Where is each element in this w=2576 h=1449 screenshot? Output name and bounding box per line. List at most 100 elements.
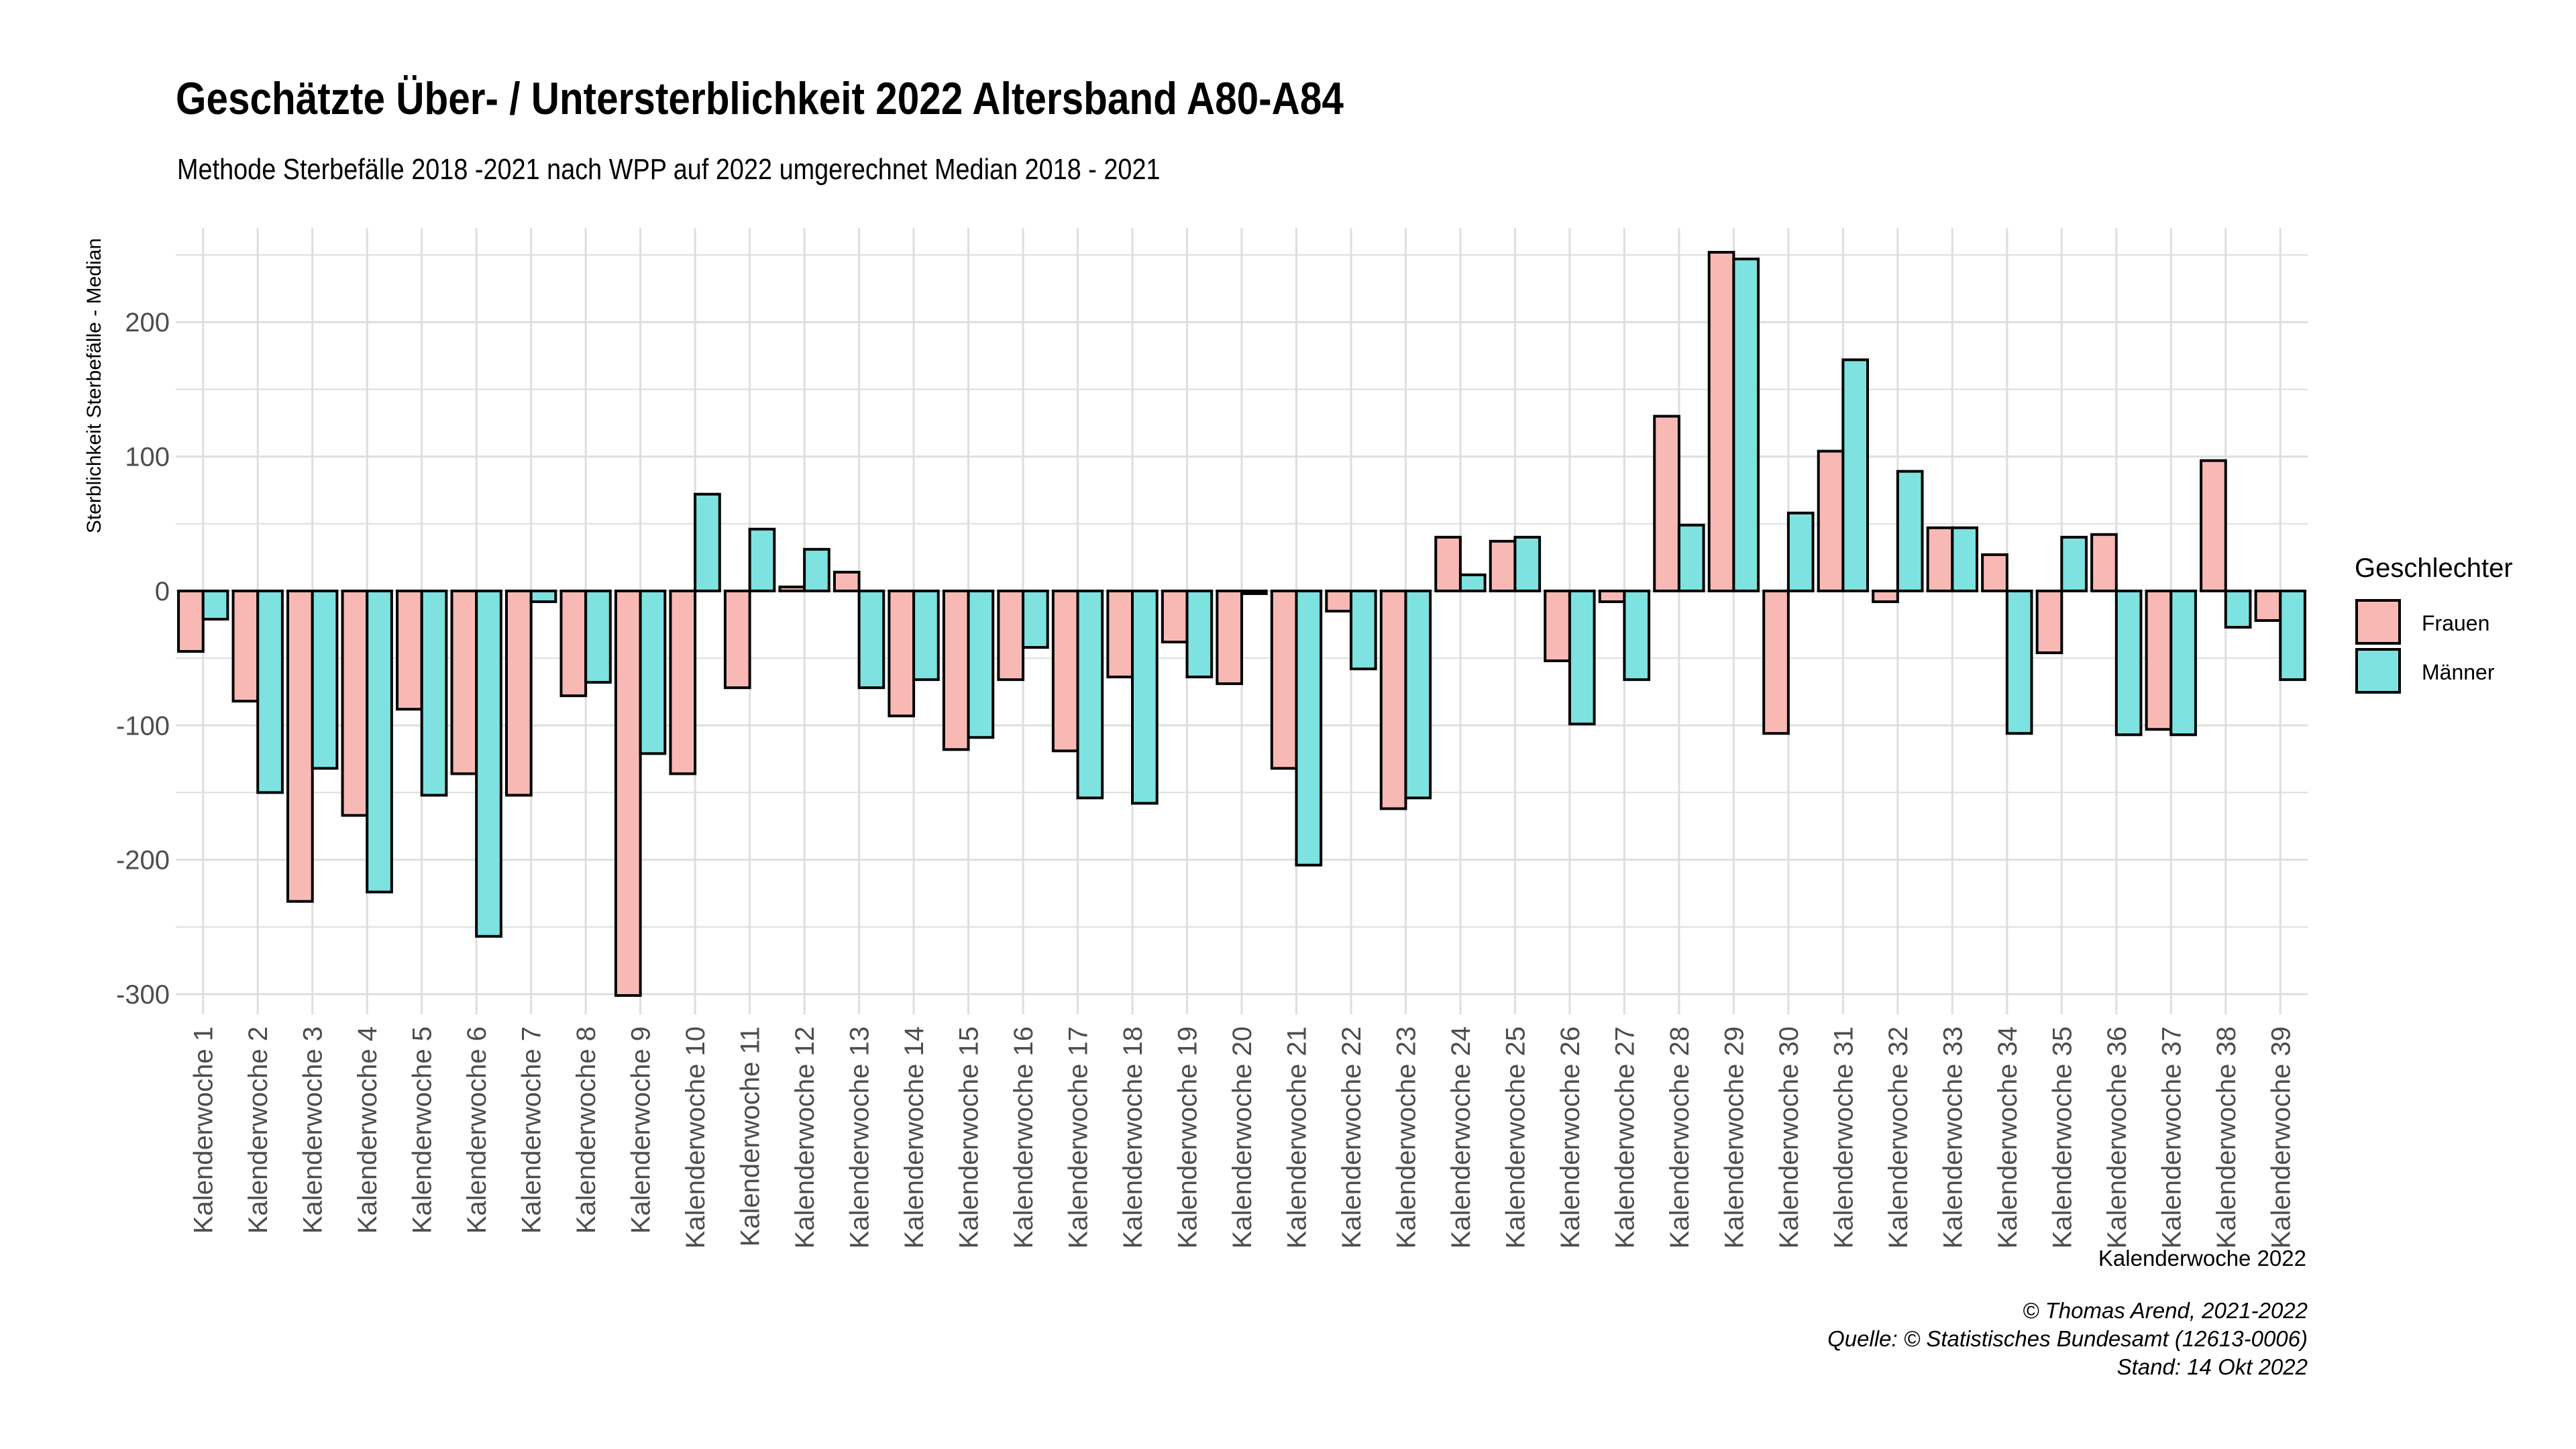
x-tick-label: Kalenderwoche 33 (1938, 1026, 1968, 1248)
bar-maenner (912, 589, 940, 682)
x-tick-label: Kalenderwoche 6 (462, 1026, 492, 1234)
bar-maenner (857, 589, 885, 690)
bar-frauen (286, 589, 314, 903)
bar-frauen (2090, 533, 2118, 592)
legend: Geschlechter Frauen Männer (2355, 553, 2513, 694)
x-tick-label: Kalenderwoche 19 (1173, 1026, 1203, 1248)
bar-frauen (1489, 539, 1517, 592)
x-tick-label: Kalenderwoche 29 (1719, 1026, 1749, 1248)
bar-maenner (1022, 589, 1049, 649)
y-tick-label: -300 (116, 980, 170, 1010)
bar-frauen (997, 589, 1025, 682)
bar-frauen (1434, 535, 1462, 592)
x-tick-label: Kalenderwoche 27 (1610, 1026, 1640, 1248)
legend-key-frauen (2355, 599, 2401, 645)
y-tick-label: 200 (125, 308, 170, 337)
bar-maenner (639, 589, 667, 755)
bar-maenner (475, 589, 502, 938)
bar-maenner (2114, 589, 2143, 737)
bar-frauen (1872, 589, 1899, 603)
bar-frauen (1161, 589, 1189, 644)
legend-label-frauen: Frauen (2422, 611, 2489, 635)
bar-maenner (1568, 589, 1596, 726)
x-tick-label: Kalenderwoche 34 (1993, 1026, 2023, 1248)
x-tick-label: Kalenderwoche 10 (681, 1026, 710, 1248)
x-tick-label: Kalenderwoche 14 (900, 1026, 929, 1248)
bar-maenner (1786, 511, 1815, 592)
bar-maenner (529, 589, 557, 603)
x-tick-label: Kalenderwoche 28 (1665, 1026, 1695, 1248)
bar-maenner (1349, 589, 1377, 671)
bar-frauen (1762, 589, 1790, 735)
x-tick-label: Kalenderwoche 38 (2212, 1026, 2241, 1248)
x-tick-label: Kalenderwoche 11 (736, 1026, 765, 1246)
x-tick-label: Kalenderwoche 30 (1774, 1026, 1804, 1248)
bar-maenner (2060, 535, 2088, 592)
bar-maenner (2005, 589, 2033, 735)
bar-maenner (1732, 258, 1760, 592)
x-tick-label: Kalenderwoche 7 (517, 1026, 547, 1234)
bar-maenner (1185, 589, 1214, 679)
bar-maenner (1131, 589, 1159, 805)
bar-maenner (1404, 589, 1432, 800)
bars (177, 251, 2306, 997)
x-tick-label: Kalenderwoche 1 (189, 1026, 219, 1234)
bar-maenner (311, 589, 339, 770)
bar-maenner (2169, 589, 2197, 737)
x-tick-label: Kalenderwoche 39 (2266, 1026, 2296, 1248)
bar-frauen (1379, 589, 1407, 810)
bar-maenner (1513, 535, 1542, 592)
bar-frauen (559, 589, 588, 698)
bar-frauen (1817, 449, 1845, 592)
bar-frauen (1598, 589, 1626, 603)
x-tick-label: Kalenderwoche 15 (955, 1026, 984, 1248)
bar-frauen (942, 589, 970, 751)
bar-frauen (231, 589, 260, 703)
bar-maenner (694, 492, 721, 592)
bar-frauen (1926, 526, 1954, 592)
x-tick-label: Kalenderwoche 4 (353, 1026, 382, 1234)
x-tick-label: Kalenderwoche 9 (627, 1026, 656, 1234)
bar-frauen (341, 589, 369, 817)
bar-frauen (1544, 589, 1571, 663)
y-tick-label: -200 (116, 846, 170, 875)
bar-maenner (2224, 589, 2252, 629)
y-tick-label: 0 (155, 577, 170, 606)
caption-source: Quelle: © Statistisches Bundesamt (12613… (1827, 1326, 2308, 1351)
x-tick-label: Kalenderwoche 13 (845, 1026, 875, 1248)
bar-frauen (177, 589, 205, 653)
bar-frauen (1216, 589, 1244, 686)
axes: -300 -200 -100 0 100 200 Kalenderwoche 1 Kalend… (116, 308, 2296, 1248)
x-tick-label: Kalenderwoche 31 (1829, 1026, 1858, 1248)
chart-subtitle: Methode Sterbefälle 2018 -2021 nach WPP … (177, 153, 1161, 186)
x-axis-label: Kalenderwoche 2022 (2098, 1246, 2306, 1271)
bar-maenner (1240, 589, 1268, 595)
bar-maenner (1677, 523, 1705, 592)
x-tick-label: Kalenderwoche 2 (244, 1026, 273, 1234)
y-axis-label: Sterblichkeit Sterbefälle - Median (83, 238, 105, 533)
legend-label-maenner: Männer (2422, 660, 2495, 684)
bar-frauen (2145, 589, 2173, 731)
bar-maenner (803, 547, 830, 592)
x-tick-label: Kalenderwoche 21 (1282, 1026, 1311, 1248)
bar-maenner (420, 589, 448, 797)
y-tick-label: 100 (125, 443, 170, 472)
bar-frauen (2254, 589, 2282, 622)
x-tick-label: Kalenderwoche 20 (1228, 1026, 1257, 1248)
bar-maenner (1295, 589, 1323, 867)
x-tick-label: Kalenderwoche 25 (1501, 1026, 1530, 1248)
chart-title: Geschätzte Über- / Untersterblichkeit 20… (176, 73, 1344, 124)
x-tick-label: Kalenderwoche 16 (1009, 1026, 1038, 1248)
bar-frauen (1981, 553, 2008, 592)
bar-maenner (366, 589, 393, 894)
bar-maenner (967, 589, 995, 739)
x-tick-label: Kalenderwoche 8 (572, 1026, 601, 1234)
bar-frauen (1653, 415, 1680, 592)
bar-frauen (778, 585, 806, 592)
x-tick-label: Kalenderwoche 26 (1556, 1026, 1585, 1248)
bar-maenner (1951, 526, 1979, 592)
bar-maenner (256, 589, 284, 794)
bar-frauen (888, 589, 916, 718)
legend-title: Geschlechter (2355, 553, 2513, 583)
x-tick-label: Kalenderwoche 18 (1118, 1026, 1148, 1248)
